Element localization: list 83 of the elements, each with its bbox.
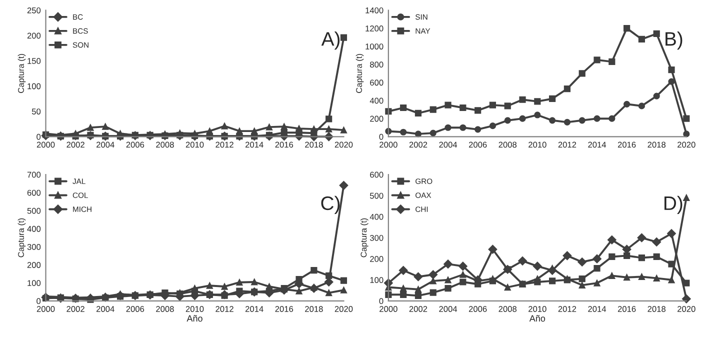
x-tick-label: 2016 <box>618 306 636 312</box>
y-tick-label: 150 <box>28 58 41 64</box>
x-tick-label: 2010 <box>528 306 546 312</box>
y-axis-title: Captura (t) <box>18 54 26 93</box>
x-tick-label: 2008 <box>498 306 517 312</box>
y-tick-label: 400 <box>27 226 41 232</box>
y-tick-label: 200 <box>370 256 384 262</box>
x-tick-label: 2020 <box>678 306 696 312</box>
x-tick-label: 2004 <box>96 142 114 148</box>
x-tick-label: 2002 <box>409 142 428 148</box>
x-tick-label: 2018 <box>305 306 323 312</box>
x-tick-label: 2008 <box>156 142 174 148</box>
x-tick-label: 2020 <box>334 142 353 148</box>
y-axis-title: Captura (t) <box>356 54 364 93</box>
x-tick-label: 2008 <box>156 306 174 312</box>
x-tick-label: 2004 <box>439 142 458 148</box>
y-tick-label: 200 <box>27 262 41 268</box>
y-tick-label: 0 <box>36 134 41 140</box>
x-tick-label: 2000 <box>380 306 398 312</box>
y-tick-label: 50 <box>32 108 41 114</box>
x-tick-label: 2012 <box>558 306 576 312</box>
x-tick-label: 2018 <box>648 306 666 312</box>
annotation: A) <box>321 32 340 50</box>
y-tick-label: 400 <box>370 98 384 104</box>
x-tick-label: 2006 <box>126 142 144 148</box>
annotation: B) <box>666 32 682 50</box>
y-axis-title: Captura (t) <box>360 218 368 258</box>
annotation: D) <box>664 196 682 214</box>
x-tick-label: 2014 <box>245 306 264 312</box>
x-tick-label: 2020 <box>334 306 353 312</box>
x-tick-label: 2000 <box>36 306 55 312</box>
x-tick-label: 2006 <box>468 142 487 148</box>
annotation: C) <box>321 196 340 214</box>
x-tick-label: 2010 <box>186 306 204 312</box>
y-tick-label: 600 <box>370 172 384 178</box>
y-tick-label: 700 <box>27 172 41 178</box>
x-axis-title: Año <box>529 315 546 322</box>
y-tick-label: 600 <box>27 190 41 196</box>
x-tick-label: 2020 <box>678 142 696 148</box>
y-tick-label: 100 <box>28 83 41 90</box>
y-tick-label: 1400 <box>366 7 384 14</box>
y-tick-label: 100 <box>370 277 384 283</box>
y-tick-label: 1200 <box>366 26 384 32</box>
y-tick-label: 500 <box>370 192 384 199</box>
y-tick-label: 200 <box>27 32 41 39</box>
y-tick-label: 400 <box>370 214 384 220</box>
x-tick-label: 2016 <box>275 142 294 148</box>
x-tick-label: 2006 <box>468 306 487 312</box>
y-tick-label: 250 <box>27 7 41 14</box>
x-tick-label: 2016 <box>275 306 294 312</box>
y-tick-label: 500 <box>27 208 41 214</box>
x-tick-label: 2004 <box>439 306 458 312</box>
x-tick-label: 2012 <box>216 306 234 312</box>
x-tick-label: 2016 <box>618 142 636 148</box>
x-tick-label: 2014 <box>245 142 264 148</box>
y-tick-label: 300 <box>27 244 41 250</box>
x-tick-label: 2010 <box>528 142 546 148</box>
x-tick-label: 2000 <box>380 142 398 148</box>
x-axis-title: Año <box>186 315 202 322</box>
y-tick-label: 0 <box>379 298 384 304</box>
x-tick-label: 2004 <box>96 306 114 312</box>
x-tick-label: 2002 <box>66 142 84 148</box>
y-tick-label: 600 <box>370 80 384 86</box>
x-tick-label: 2012 <box>216 142 234 148</box>
x-tick-label: 2006 <box>126 306 144 312</box>
x-tick-label: 2012 <box>558 142 576 148</box>
y-tick-label: 300 <box>370 234 384 241</box>
y-tick-label: 200 <box>370 116 384 122</box>
y-tick-label: 0 <box>379 134 384 140</box>
y-tick-label: 1000 <box>366 44 384 50</box>
y-tick-label: 800 <box>370 62 384 68</box>
x-tick-label: 2002 <box>66 306 84 312</box>
x-tick-label: 2014 <box>588 306 606 312</box>
x-tick-label: 2018 <box>648 142 666 148</box>
y-axis-title: Captura (t) <box>18 218 26 258</box>
y-tick-label: 0 <box>36 298 41 304</box>
x-tick-label: 2018 <box>305 142 323 148</box>
x-tick-label: 2014 <box>588 142 606 148</box>
x-tick-label: 2010 <box>186 142 204 148</box>
x-tick-label: 2002 <box>409 306 428 312</box>
y-tick-label: 100 <box>28 280 41 286</box>
x-tick-label: 2008 <box>498 142 517 148</box>
x-tick-label: 2000 <box>36 142 55 148</box>
